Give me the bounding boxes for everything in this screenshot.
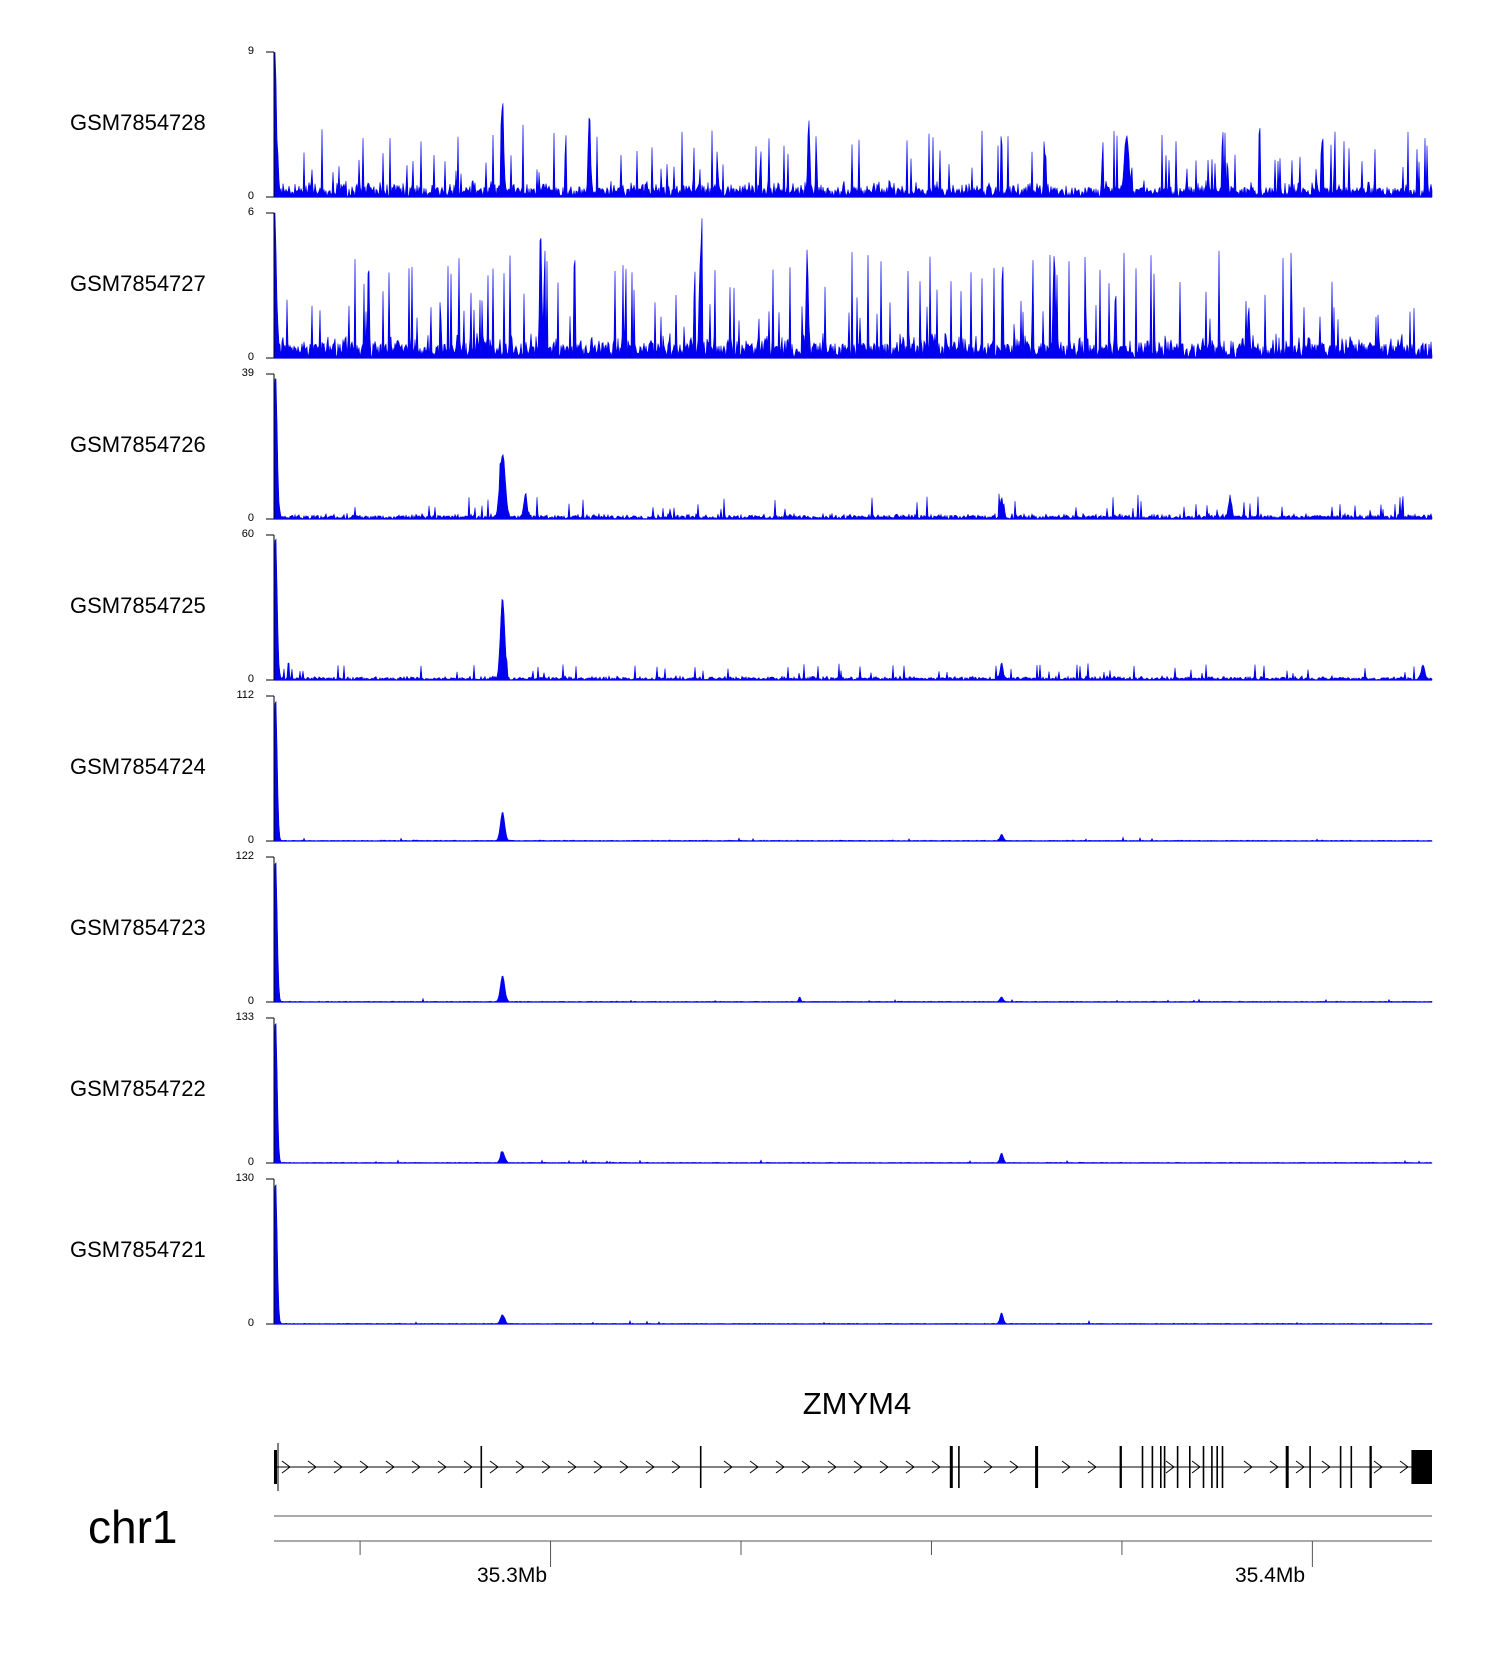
ymax-label-gsm7854724: 112 [236, 689, 254, 701]
ymax-label-gsm7854726: 39 [241, 367, 254, 379]
ymin-label-gsm7854726: 0 [247, 512, 254, 524]
exon-8 [1141, 1446, 1144, 1488]
track-label-gsm7854723: GSM7854723 [70, 915, 206, 940]
strand-arrow [463, 1460, 473, 1474]
strand-arrow [1295, 1460, 1305, 1474]
exon-10 [1160, 1446, 1162, 1488]
ymax-label-gsm7854722: 133 [235, 1011, 254, 1023]
strand-arrow [567, 1460, 577, 1474]
x-tick-label-35-4: 35.4Mb [1234, 1564, 1306, 1587]
strand-arrow [645, 1460, 655, 1474]
exon-14 [1202, 1446, 1205, 1488]
exon-7 [1119, 1446, 1122, 1488]
exon-4 [949, 1446, 953, 1488]
ymax-label-gsm7854721: 130 [235, 1172, 254, 1184]
strand-arrow [359, 1460, 369, 1474]
exon-12 [1176, 1446, 1179, 1488]
exon-17 [1221, 1446, 1224, 1488]
ymin-label-gsm7854723: 0 [247, 995, 254, 1007]
strand-arrow [749, 1460, 759, 1474]
ymax-label-gsm7854723: 122 [235, 850, 254, 862]
exon-15 [1211, 1446, 1213, 1488]
exon-3 [699, 1446, 702, 1488]
exon-23 [1411, 1450, 1432, 1484]
coverage-area-gsm7854725 [273, 538, 1433, 682]
coverage-area-gsm7854721 [273, 1183, 1433, 1325]
gene-name-label: ZMYM4 [802, 1386, 912, 1421]
strand-arrow [983, 1460, 993, 1474]
exon-5 [958, 1446, 960, 1488]
strand-arrow [1191, 1460, 1201, 1474]
track-label-gsm7854722: GSM7854722 [70, 1076, 206, 1101]
strand-arrow [1243, 1460, 1253, 1474]
ymin-label-gsm7854724: 0 [247, 834, 254, 846]
track-label-gsm7854728: GSM7854728 [70, 110, 206, 135]
exon-1 [274, 1450, 277, 1484]
strand-arrow [307, 1460, 317, 1474]
exon-11 [1163, 1446, 1166, 1488]
strand-arrow [489, 1460, 499, 1474]
strand-arrow [827, 1460, 837, 1474]
exon-19 [1309, 1446, 1311, 1488]
strand-arrow [905, 1460, 915, 1474]
coverage-area-gsm7854724 [273, 700, 1434, 842]
coverage-area-gsm7854723 [273, 862, 1433, 1003]
strand-arrow [931, 1460, 941, 1474]
chromosome-label: chr1 [88, 1501, 178, 1553]
strand-arrow [1009, 1460, 1019, 1474]
strand-arrow [333, 1460, 343, 1474]
strand-arrow [1087, 1460, 1097, 1474]
ymin-label-gsm7854728: 0 [247, 190, 254, 202]
strand-arrow [619, 1460, 629, 1474]
coverage-area-gsm7854722 [273, 1022, 1433, 1164]
exon-18 [1285, 1446, 1289, 1488]
strand-arrow [671, 1460, 681, 1474]
exon-2 [480, 1446, 483, 1488]
strand-arrow [1321, 1460, 1331, 1474]
strand-arrow [411, 1460, 421, 1474]
exon-16 [1216, 1446, 1218, 1488]
exon-22 [1369, 1446, 1372, 1488]
strand-arrow [1269, 1460, 1279, 1474]
strand-arrow [801, 1460, 811, 1474]
strand-arrow [723, 1460, 733, 1474]
strand-arrow [1399, 1460, 1409, 1474]
track-label-gsm7854721: GSM7854721 [70, 1237, 206, 1262]
ymin-label-gsm7854722: 0 [247, 1156, 254, 1168]
ymin-label-gsm7854727: 0 [247, 351, 254, 363]
coverage-area-gsm7854727 [273, 212, 1433, 359]
coverage-area-gsm7854728 [273, 51, 1433, 198]
exon-6 [1035, 1446, 1039, 1488]
ymax-label-gsm7854727: 6 [247, 206, 254, 218]
strand-arrow [775, 1460, 785, 1474]
strand-arrow [1061, 1460, 1071, 1474]
strand-arrow [281, 1460, 291, 1474]
strand-arrow [1165, 1460, 1175, 1474]
x-tick-label-35-3: 35.3Mb [476, 1564, 548, 1587]
track-label-gsm7854725: GSM7854725 [70, 593, 206, 618]
exon-9 [1151, 1446, 1154, 1488]
strand-arrow [437, 1460, 447, 1474]
exon-21 [1350, 1446, 1353, 1488]
track-label-gsm7854727: GSM7854727 [70, 271, 206, 296]
strand-arrow [541, 1460, 551, 1474]
strand-arrow [385, 1460, 395, 1474]
ymax-label-gsm7854725: 60 [241, 528, 254, 540]
exon-13 [1189, 1446, 1191, 1488]
strand-arrow [879, 1460, 889, 1474]
track-label-gsm7854724: GSM7854724 [70, 754, 206, 779]
strand-arrow [853, 1460, 863, 1474]
exon-20 [1339, 1446, 1342, 1488]
track-label-gsm7854726: GSM7854726 [70, 432, 206, 457]
ymin-label-gsm7854725: 0 [247, 673, 254, 685]
strand-arrow [515, 1460, 525, 1474]
strand-arrow [1373, 1460, 1383, 1474]
ymin-label-gsm7854721: 0 [247, 1317, 254, 1329]
strand-arrow [593, 1460, 603, 1474]
ymax-label-gsm7854728: 9 [247, 45, 254, 57]
coverage-area-gsm7854726 [273, 378, 1433, 521]
